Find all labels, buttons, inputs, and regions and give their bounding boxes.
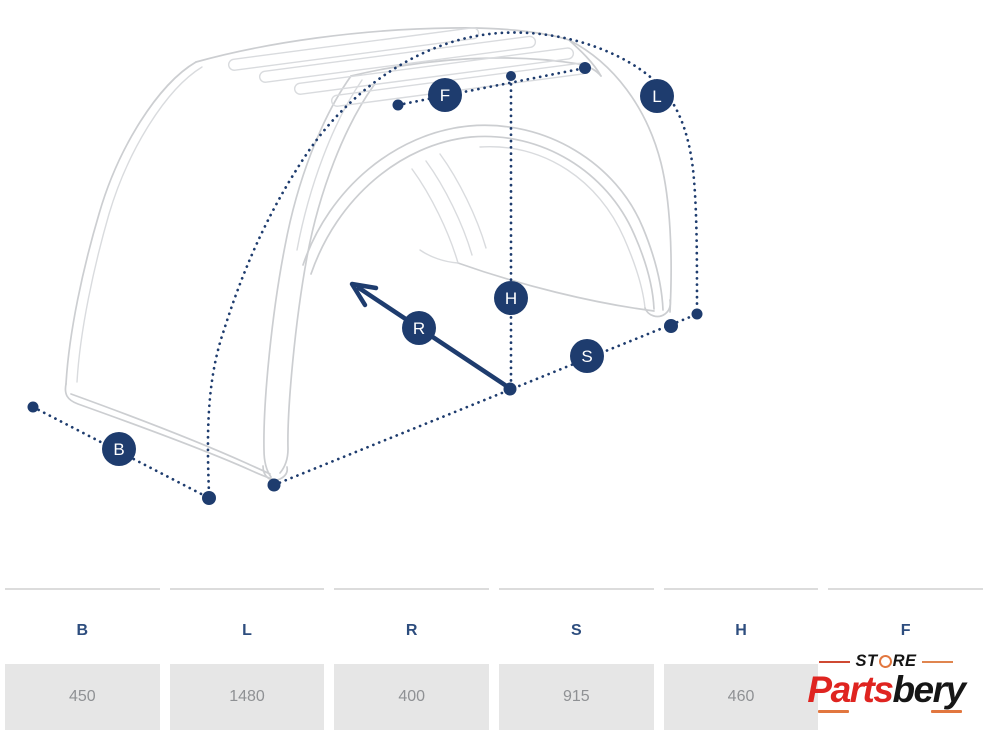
badge-r: R [402,311,436,345]
dim-header-f: F [900,622,911,639]
svg-text:B: B [113,440,124,459]
dim-header-s: S [571,622,582,639]
badge-s: S [570,339,604,373]
dim-column-s: S 915 [499,588,654,730]
logo-right-rule [921,660,953,663]
partsbery-logo: ST RE Partsbery [790,652,982,713]
svg-text:R: R [413,319,425,338]
logo-left-rule [819,660,851,663]
dim-line-l [206,31,699,496]
fender-top-slats [227,27,589,107]
column-topline [334,588,490,590]
dim-column-l: L 1480 [169,588,325,730]
dim-value-r: 400 [334,664,490,730]
dimension-anchor-dots [27,62,703,505]
svg-text:F: F [440,86,450,105]
column-topline [5,588,160,590]
dim-column-b: B 450 [5,588,160,730]
column-topline [828,588,984,590]
dim-column-h: H 460 [663,588,819,730]
dim-column-f: F [828,588,984,730]
dim-value-b: 450 [5,664,160,730]
badge-b: B [102,432,136,466]
dimension-lines [31,31,699,500]
dim-header-r: R [405,622,418,639]
logo-wordmark-parts: Parts [807,669,894,710]
logo-dash-left [818,710,849,713]
logo-underline-dashes [790,707,982,713]
logo-wordmark: Partsbery [790,669,982,710]
store-text-right: RE [892,652,917,670]
store-o-ring-icon [877,653,893,669]
logo-dash-right [931,710,962,713]
badge-l: L [640,79,674,113]
fender-outline [64,27,672,481]
dim-header-l: L [242,622,252,639]
logo-store-text: ST RE [855,652,916,671]
column-topline [499,588,654,590]
svg-text:S: S [581,347,592,366]
store-text-left: ST [855,652,878,670]
dim-line-s [272,313,697,487]
logo-store-row: ST RE [790,652,982,671]
dim-header-b: B [76,622,89,639]
dim-value-l: 1480 [169,664,325,730]
column-topline [663,588,819,590]
logo-wordmark-bery: bery [892,669,966,710]
column-topline [169,588,325,590]
dimension-table: B 450 L 1480 R 400 S 915 H 460 F [0,588,988,730]
dim-value-s: 915 [499,664,654,730]
dim-column-r: R 400 [334,588,490,730]
radius-arrow [349,281,511,390]
dim-value-h: 460 [663,664,819,730]
dim-line-b [31,405,211,500]
dim-header-h: H [735,622,747,639]
dim-line-f [396,66,587,107]
mudguard-diagram: F L H R S B [27,27,703,505]
svg-text:L: L [652,87,661,106]
badge-f: F [428,78,462,112]
svg-text:H: H [505,289,517,308]
badge-h: H [494,281,528,315]
